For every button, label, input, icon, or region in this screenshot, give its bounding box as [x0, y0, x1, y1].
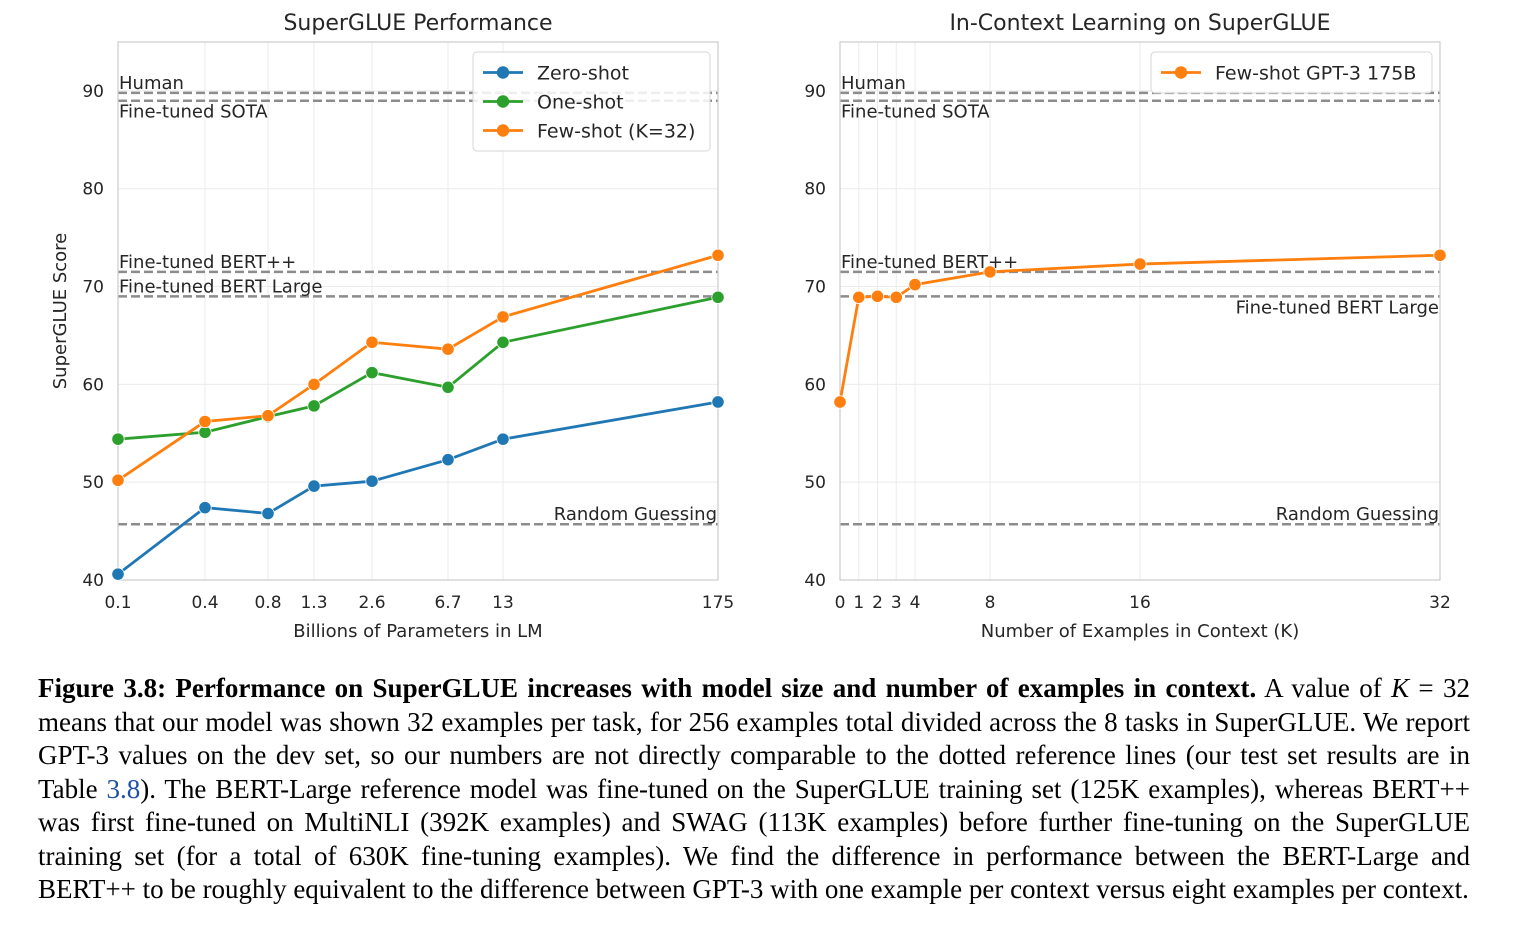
chart1-x-tick-label-0.4: 0.4 [191, 593, 218, 613]
chart2-x-tick-label-4: 4 [910, 593, 921, 613]
caption-text-1: A value of [1256, 673, 1392, 703]
chart2-ref-label-fine-tuned-sota: Fine-tuned SOTA [841, 102, 990, 123]
chart1-point-few-shot-k-32-3 [307, 377, 321, 391]
chart2-legend-box [1150, 51, 1433, 94]
caption-label: Figure 3.8: [38, 673, 167, 703]
chart2-ref-label-fine-tuned-bert-: Fine-tuned BERT++ [841, 252, 1018, 273]
chart2-ref-label-random-guessing: Random Guessing [1276, 504, 1439, 525]
chart1-x-tick-label-175: 175 [702, 593, 734, 613]
chart1-legend-marker-one-shot [496, 95, 510, 108]
chart1-series-line-few-shot-k-32 [117, 253, 719, 482]
chart1-ref-label-human: Human [119, 73, 184, 94]
chart1-point-zero-shot-2 [261, 506, 275, 521]
chart1-x-tick-label-13: 13 [492, 593, 514, 613]
chart1-legend-label-few-shot-k-32: Few-shot (K=32) [537, 121, 695, 143]
chart1-x-axis-label: Billions of Parameters in LM [293, 621, 542, 642]
chart1-ref-label-fine-tuned-bert-: Fine-tuned BERT++ [119, 252, 296, 273]
chart2-x-axis-label: Number of Examples in Context (K) [981, 621, 1300, 642]
chart1-point-one-shot-7 [711, 290, 725, 304]
chart1-ref-label-fine-tuned-bert-large: Fine-tuned BERT Large [119, 276, 322, 297]
chart1-point-one-shot-5 [441, 380, 455, 394]
caption-k-var: K [1391, 673, 1410, 703]
chart1-y-tick-label-40: 40 [82, 571, 104, 591]
figure-caption: Figure 3.8: Performance on SuperGLUE inc… [38, 672, 1470, 907]
chart1-x-tick-label-1.3: 1.3 [300, 593, 327, 613]
chart2-y-tick-label-80: 80 [804, 180, 826, 200]
chart1-point-zero-shot-5 [441, 453, 455, 467]
chart1-x-tick-label-0.8: 0.8 [254, 593, 281, 613]
chart1-x-tick-label-6.7: 6.7 [434, 593, 461, 613]
chart1-legend-box [472, 51, 711, 152]
chart1-point-few-shot-k-32-5 [441, 342, 455, 356]
chart1-point-few-shot-k-32-6 [496, 310, 510, 324]
chart1-point-zero-shot-1 [198, 501, 212, 515]
chart1-point-few-shot-k-32-0 [111, 473, 125, 487]
chart2-point-few-shot-gpt-3-175b-3 [889, 290, 903, 304]
chart2-point-few-shot-gpt-3-175b-0 [833, 395, 847, 409]
chart1-ref-label-fine-tuned-sota: Fine-tuned SOTA [119, 102, 268, 123]
caption-text-2: = 32 means that our model was shown 32 e… [38, 673, 1471, 804]
chart2-ref-label-human: Human [841, 73, 906, 94]
chart1-point-zero-shot-4 [365, 474, 379, 488]
chart1-series-line-one-shot [117, 295, 719, 441]
chart1-y-tick-label-80: 80 [82, 180, 104, 200]
table-reference-link[interactable]: 3.8 [106, 773, 141, 804]
chart2-y-tick-label-40: 40 [804, 571, 826, 591]
chart1-point-one-shot-3 [307, 399, 321, 413]
chart1-point-few-shot-k-32-1 [198, 414, 212, 429]
chart1-legend-marker-few-shot-k-32 [496, 124, 510, 137]
chart2-legend-marker-few-shot-gpt-3-175b [1174, 66, 1188, 79]
chart2-y-tick-label-50: 50 [804, 473, 826, 493]
chart1-x-tick-label-2.6: 2.6 [358, 593, 385, 613]
chart2-y-tick-label-90: 90 [804, 82, 826, 102]
chart1-point-few-shot-k-32-7 [711, 248, 725, 262]
chart2-ref-label-fine-tuned-bert-large: Fine-tuned BERT Large [1236, 297, 1439, 318]
chart1-point-few-shot-k-32-4 [365, 335, 379, 349]
chart2-point-few-shot-gpt-3-175b-4 [908, 277, 922, 292]
chart1-y-tick-label-50: 50 [82, 473, 104, 493]
chart1-y-tick-label-70: 70 [82, 278, 104, 298]
chart2-x-tick-label-0: 0 [835, 593, 846, 613]
chart1-point-one-shot-6 [496, 335, 510, 349]
chart1-title: SuperGLUE Performance [283, 11, 552, 36]
chart2-x-tick-label-2: 2 [872, 593, 883, 613]
chart2-y-tick-label-70: 70 [804, 278, 826, 298]
chart1-point-zero-shot-6 [496, 432, 510, 446]
chart1-legend-marker-zero-shot [496, 66, 510, 79]
caption-bold-title: Performance on SuperGLUE increases with … [175, 673, 1257, 703]
chart1-plot-frame [117, 41, 719, 581]
chart2-x-tick-label-32: 32 [1429, 593, 1451, 613]
chart1-point-one-shot-0 [111, 432, 125, 446]
chart1-y-tick-label-90: 90 [82, 82, 104, 102]
chart2-legend-label-few-shot-gpt-3-175b: Few-shot GPT-3 175B [1215, 63, 1416, 85]
chart2-x-tick-label-3: 3 [891, 593, 902, 613]
chart2-point-few-shot-gpt-3-175b-6 [1133, 257, 1147, 271]
chart1-legend-label-zero-shot: Zero-shot [537, 63, 629, 85]
chart2-point-few-shot-gpt-3-175b-7 [1433, 248, 1447, 262]
chart1-point-one-shot-4 [365, 366, 379, 380]
chart1-point-few-shot-k-32-2 [261, 409, 275, 423]
chart2-point-few-shot-gpt-3-175b-1 [852, 290, 866, 304]
chart2-title: In-Context Learning on SuperGLUE [949, 11, 1330, 36]
chart1-ref-label-random-guessing: Random Guessing [554, 504, 717, 525]
chart1-y-tick-label-60: 60 [82, 375, 104, 395]
chart2-x-tick-label-8: 8 [985, 593, 996, 613]
chart2-point-few-shot-gpt-3-175b-2 [870, 289, 885, 303]
chart2-y-tick-label-60: 60 [804, 375, 826, 395]
chart1-point-zero-shot-7 [711, 395, 725, 409]
chart2-x-tick-label-1: 1 [853, 593, 864, 613]
chart1-legend-label-one-shot: One-shot [537, 92, 624, 114]
chart1-x-tick-label-0.1: 0.1 [104, 593, 131, 613]
chart1-point-zero-shot-0 [111, 567, 125, 581]
chart2-x-tick-label-16: 16 [1129, 593, 1151, 613]
chart1-series-line-zero-shot [117, 400, 719, 576]
chart1-y-axis-label: SuperGLUE Score [50, 233, 71, 390]
chart1-point-zero-shot-3 [307, 479, 321, 493]
chart2-plot-frame [839, 41, 1441, 581]
chart2-point-few-shot-gpt-3-175b-5 [983, 265, 997, 279]
caption-text-3: ). The BERT-Large reference model was fi… [38, 773, 1471, 905]
